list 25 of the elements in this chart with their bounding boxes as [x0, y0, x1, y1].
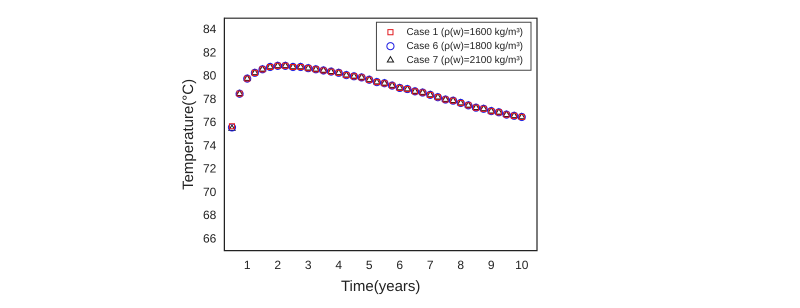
x-axis-title: Time(years) — [340, 278, 420, 296]
y-tick-label: 84 — [202, 22, 217, 36]
x-tick-label: 6 — [396, 258, 404, 272]
y-tick-label: 66 — [202, 231, 217, 246]
legend-label: Case 7 (ρ(w)=2100 kg/m³) — [406, 54, 524, 66]
x-tick-label: 2 — [274, 258, 282, 272]
x-tick-label: 3 — [304, 258, 312, 272]
y-tick-label: 78 — [202, 92, 217, 106]
x-tick-label: 5 — [366, 258, 373, 272]
x-tick-label: 1 — [244, 258, 251, 272]
x-tick-label: 9 — [488, 258, 495, 272]
y-tick-label: 76 — [202, 115, 217, 130]
y-axis-title: Temperature(°C) — [180, 78, 198, 190]
y-tick-label: 82 — [202, 45, 217, 60]
y-tick-label: 68 — [202, 208, 217, 222]
x-tick-label: 10 — [515, 258, 529, 272]
y-tick-label: 72 — [202, 162, 217, 176]
x-tick-label: 4 — [335, 258, 342, 272]
y-tick-label: 80 — [202, 68, 217, 83]
x-tick-label: 7 — [426, 258, 434, 272]
y-tick-label: 70 — [202, 184, 217, 199]
x-tick-label: 8 — [457, 258, 464, 272]
legend-label: Case 1 (ρ(w)=1600 kg/m³) — [406, 26, 524, 38]
legend-label: Case 6 (ρ(w)=1800 kg/m³) — [406, 40, 524, 52]
y-tick-label: 74 — [202, 138, 217, 152]
